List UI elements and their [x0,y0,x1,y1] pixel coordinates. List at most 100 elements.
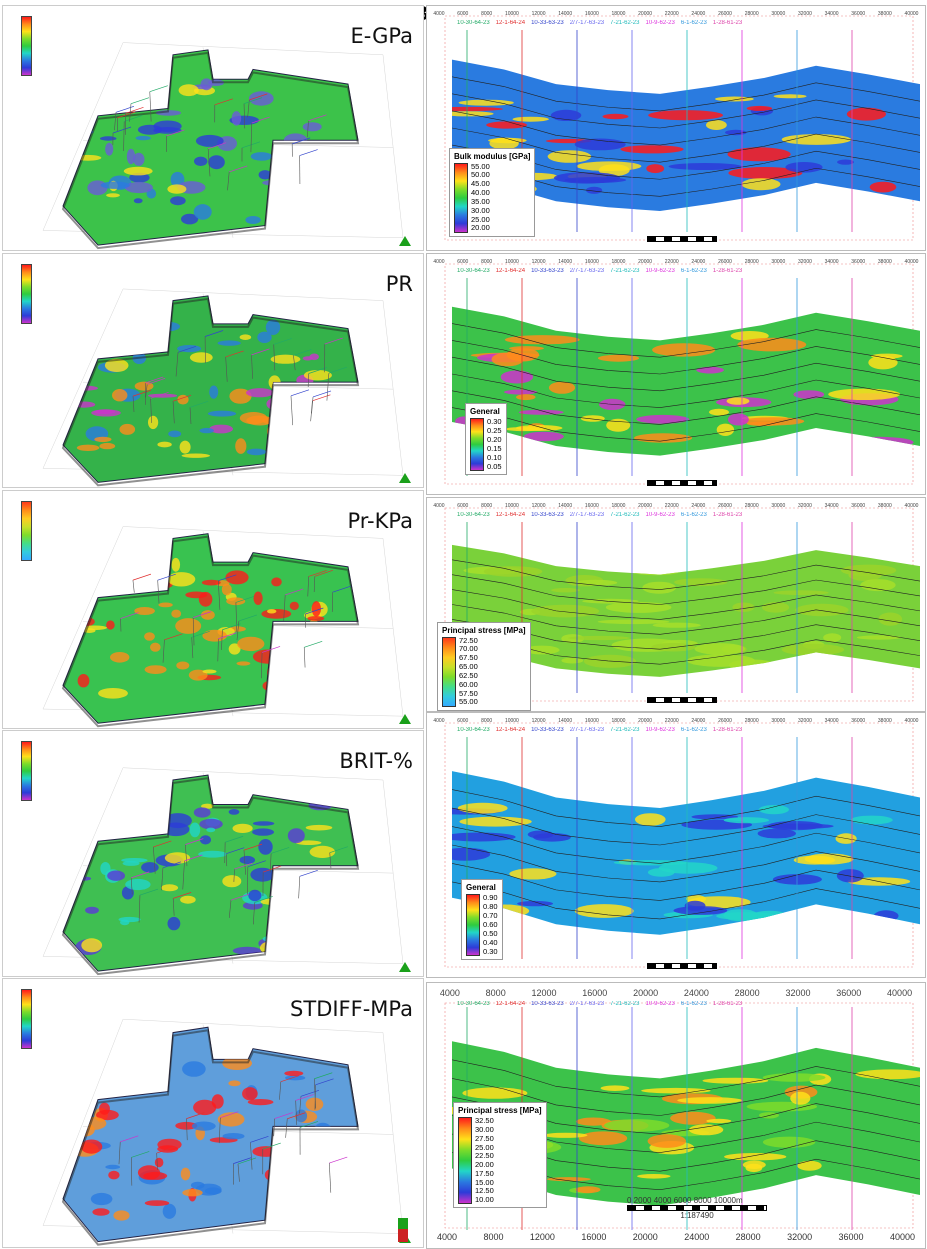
axis-tick: 36000 [851,503,866,509]
axis-tick: 26000 [718,11,732,17]
horizon-line [452,1078,920,1116]
well-trace [308,367,327,374]
section-attribute-patch [846,107,886,121]
map-attribute-patch [246,448,267,456]
well-trace [228,900,232,918]
well-label: 10-33-63-23 [531,1001,564,1007]
well-trace [193,611,212,618]
map-attribute-patch [253,591,263,605]
legend-title: Principal stress [MPa] [442,625,526,635]
section-attribute-patch [790,1091,811,1105]
map-attribute-patch [250,152,273,161]
well-label: 10-30-64-23 [457,1001,490,1007]
well-trace [329,846,348,853]
axis-tick: 24000 [691,259,706,265]
section-attribute-patch [642,581,676,594]
map-attribute-patch [271,655,295,664]
map-attribute-patch [307,616,325,621]
section-attribute-patch [795,603,849,617]
section-attribute-patch [452,847,491,861]
axis-tick: 4000 [439,988,460,998]
section-attribute-patch [855,1069,920,1080]
section-attribute-patch [543,1132,588,1138]
axis-tick: 26000 [718,503,732,509]
well-trace [243,843,263,851]
map-attribute-patch [258,839,273,855]
well-trace [149,91,152,122]
scale-units: 0 2000 4000 6000 8000 10000m [627,1196,743,1205]
well-trace [303,647,306,668]
section-attribute-patch [828,388,901,400]
well-trace [312,390,332,398]
section-attribute-patch [758,805,789,815]
section-attribute-patch [726,397,750,405]
map-attribute-patch [271,577,282,587]
axis-tick: 22000 [664,11,679,17]
section-attribute-patch [727,413,749,426]
axis-tick: 38000 [877,503,892,509]
axis-tick: 12000 [531,718,546,724]
map-attribute-patch [74,154,102,161]
well-trace [274,1112,293,1119]
map-attribute-patch [170,196,186,206]
axis-tick: 30000 [771,11,786,17]
section-attribute-patch [452,106,503,112]
legend-tick: 20.00 [475,1160,494,1170]
map-attribute-patch [94,820,114,837]
well-trace [299,1121,319,1128]
well-trace [230,893,250,901]
well-trace [145,384,148,398]
map-attribute-patch [204,1187,222,1195]
axis-tick: 12000 [529,1232,555,1242]
well-label: 2/7-17-63-23 [569,727,605,733]
well-label: 7-21-62-23 [610,20,640,26]
section-attribute-patch [691,814,739,820]
well-trace [130,1157,133,1186]
map-attribute-patch [178,84,199,97]
well-trace [162,639,165,663]
section-attribute-patch [869,181,897,193]
map-attribute-patch [98,688,128,699]
map-attribute-patch [207,410,237,417]
map-attribute-patch [272,411,286,424]
legend-colorbar [454,162,468,233]
legend-tick: 60.00 [459,679,478,689]
legend-tick: 30.00 [471,205,490,215]
map-attribute-patch [307,403,316,408]
legend-tick: 72.50 [459,635,478,645]
well-trace [254,896,273,903]
scale-bar: 0 2000 4000 6000 8000 10000m 1:187490 [627,1196,767,1220]
well-trace [304,640,323,648]
legend-tick: 67.50 [459,653,478,663]
map-attribute-patch [302,122,322,132]
well-trace [252,902,256,925]
axis-tick: 38000 [877,259,892,265]
well-trace [279,1081,282,1100]
section-attribute-patch [773,94,807,99]
axis-tick: 34000 [824,259,839,265]
map-attribute-patch [305,193,315,200]
section-attribute-patch [458,99,514,106]
map-attribute-patch [193,204,212,220]
legend-tick: 10.00 [475,1195,494,1205]
map-attribute-patch [264,1168,281,1182]
legend-tick: 55.00 [459,697,478,707]
map-attribute-patch [118,916,141,923]
well-trace [235,602,238,632]
section-attribute-patch [723,817,770,824]
axis-tick: 10000 [504,718,519,724]
scale-bar [647,480,717,486]
axis-tick: 20000 [633,988,659,998]
legend-colorbar [458,1117,472,1205]
axis-tick: 20000 [638,11,653,17]
well-trace [214,98,233,106]
map-attribute-patch [209,385,219,399]
bottom-axis: 4000 8000 12000 16000 20000 24000 28000 32000 36… [427,1232,925,1246]
map-attribute-patch [303,370,332,381]
map-attribute-patch [239,412,268,425]
map-attribute-patch [287,828,305,844]
map-attribute-patch [202,669,217,674]
map-attribute-patch [239,855,256,865]
map-attribute-patch [189,352,213,363]
axis-tick: 36000 [851,11,866,17]
